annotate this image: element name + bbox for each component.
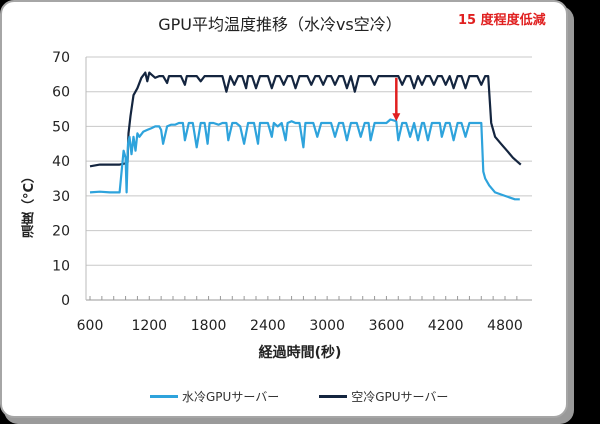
y-tick-label: 40 [52,154,70,170]
y-tick-label: 70 [52,50,70,66]
series-line [89,71,522,168]
legend-swatch-water [150,395,178,398]
series-line [89,118,520,201]
x-tick-label: 4800 [487,318,523,334]
data-lines [89,71,522,201]
x-tick-label: 2400 [250,318,286,334]
legend-label-air: 空冷GPUサーバー [351,390,449,404]
y-tick-label: 60 [52,85,70,101]
annotation-text: 15 度程度低減 [458,13,546,28]
annotation-arrow [392,77,401,122]
legend-item-water: 水冷GPUサーバー [150,388,279,405]
y-tick-label: 10 [52,258,70,274]
y-tick-label: 30 [52,189,70,205]
x-tick-label: 3600 [369,318,405,334]
legend-item-air: 空冷GPUサーバー [319,388,448,405]
chart-frame [0,0,568,418]
y-axis-label: 温度（°C） [22,170,37,239]
grid-lines [85,56,532,301]
axis-ticks: 0 10 20 30 40 50 60 70 600 1200 1800 2400 3000 3600 42… [52,50,523,334]
x-tick-label: 600 [77,318,104,334]
y-tick-label: 20 [52,224,70,240]
y-tick-label: 0 [61,293,70,309]
y-tick-label: 50 [52,119,70,135]
x-tick-label: 1200 [131,318,167,334]
legend-swatch-air [319,395,348,398]
x-axis-label: 経過時間(秒) [258,345,342,361]
x-tick-label: 1800 [191,318,227,334]
legend-label-water: 水冷GPUサーバー [182,390,280,404]
legend: 水冷GPUサーバー 空冷GPUサーバー [150,388,448,405]
x-tick-label: 3000 [309,318,345,334]
x-tick-label: 4200 [428,318,464,334]
chart-title: GPU平均温度推移（水冷vs空冷） [158,15,402,34]
